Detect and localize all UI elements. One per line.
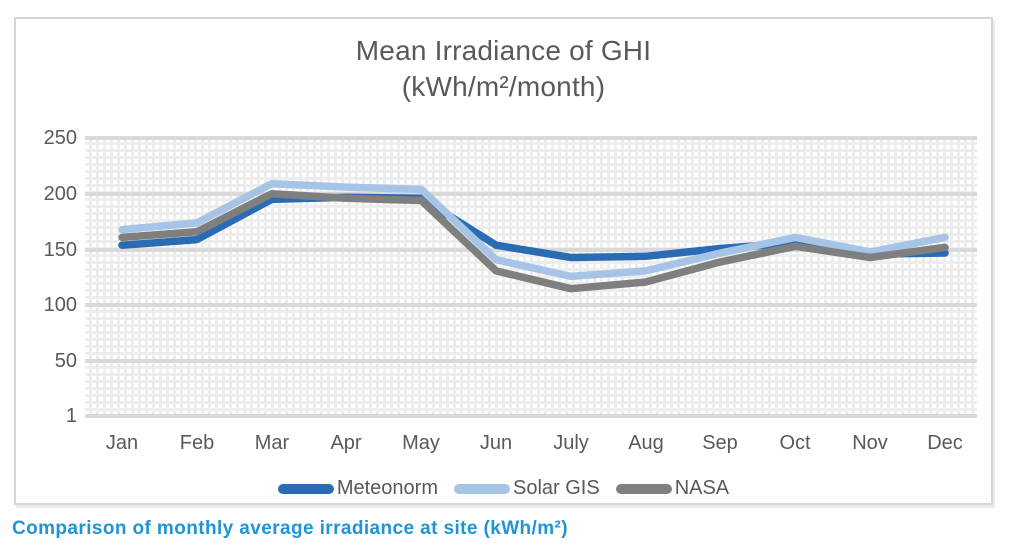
legend-label-meteonorm: Meteonorm [336, 477, 438, 499]
legend-label-nasa: NASA [674, 477, 730, 499]
series-lines [118, 180, 949, 293]
x-axis-tick-may: May [402, 432, 440, 454]
figure-caption: Comparison of monthly average irradiance… [12, 518, 568, 539]
y-axis-tick-200: 200 [43, 183, 77, 205]
legend-item-meteonorm: Meteonorm [277, 477, 438, 500]
gridline [85, 192, 977, 196]
solar-gis-line-swatch [453, 483, 510, 494]
chart-title: Mean Irradiance of GHI (kWh/m²/month) [16, 33, 991, 105]
x-axis-tick-sep: Sep [702, 432, 738, 454]
chart-title-line1: Mean Irradiance of GHI [355, 35, 652, 66]
gridline [85, 414, 977, 418]
y-axis-tick-1: 1 [65, 405, 77, 427]
nasa-line-swatch [615, 483, 672, 494]
legend-label-solar-gis: Solar GIS [512, 477, 600, 499]
x-axis-tick-jul: July [553, 432, 589, 454]
legend: Meteonorm Solar GIS NASA [16, 477, 991, 500]
legend-item-solar-gis: Solar GIS [453, 477, 600, 500]
y-axis-tick-250: 250 [43, 127, 77, 149]
x-axis-tick-dec: Dec [927, 432, 963, 454]
x-axis-tick-nov: Nov [852, 432, 888, 454]
chart-title-line2: (kWh/m²/month) [401, 71, 606, 102]
legend-item-nasa: NASA [615, 477, 730, 500]
gridline [85, 359, 977, 363]
gridline [85, 303, 977, 307]
x-axis-tick-feb: Feb [179, 432, 215, 454]
x-axis-tick-jan: Jan [105, 432, 139, 454]
gridline [85, 136, 977, 140]
x-axis-tick-jun: Jun [479, 432, 513, 454]
y-axis-tick-50: 50 [54, 350, 77, 372]
y-axis-tick-150: 150 [43, 239, 77, 261]
series-line-solar-gis [118, 180, 949, 281]
y-axis-tick-100: 100 [43, 294, 77, 316]
x-axis-tick-apr: Apr [330, 432, 362, 454]
meteonorm-line-swatch [277, 483, 334, 494]
plot-area [85, 136, 977, 418]
x-axis-tick-oct: Oct [779, 432, 811, 454]
series-line-nasa [118, 190, 949, 293]
x-axis-tick-mar: Mar [254, 432, 290, 454]
x-axis-tick-aug: Aug [628, 432, 664, 454]
chart-figure: Mean Irradiance of GHI (kWh/m²/month) 25… [14, 17, 993, 505]
